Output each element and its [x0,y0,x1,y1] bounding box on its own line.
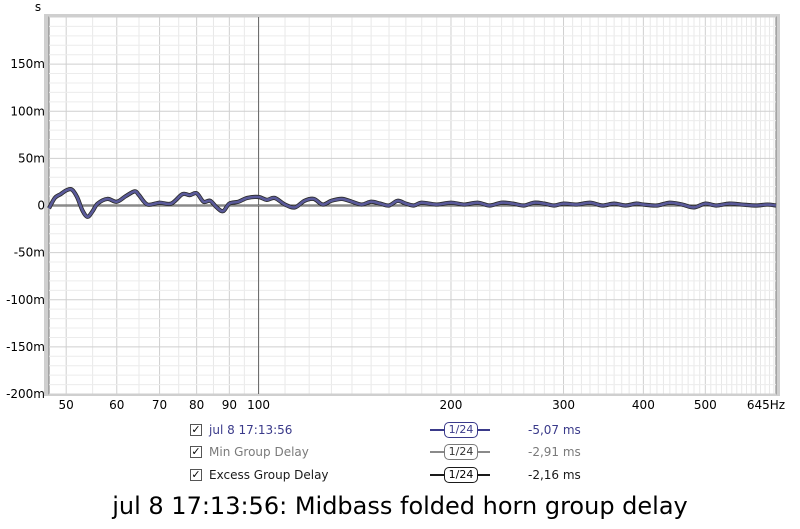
cursor-value: -5,07 ms [528,423,581,437]
y-tick-label: -100m [6,293,45,307]
y-tick-label: -200m [6,387,45,401]
chart-title: jul 8 17:13:56: Midbass folded horn grou… [112,492,688,520]
x-tick-label: 60 [109,398,124,412]
x-tick-label: 50 [59,398,74,412]
legend-label: jul 8 17:13:56 [209,423,293,437]
legend-label: Min Group Delay [209,445,309,459]
legend: ✓ jul 8 17:13:56 1/24 -5,07 ms ✓ Min Gro… [0,420,800,490]
checkbox-measurement[interactable]: ✓ [190,423,202,436]
smoothing-button[interactable]: 1/24 [430,444,490,460]
x-tick-label: 400 [632,398,655,412]
x-tick-label: 80 [189,398,204,412]
smoothing-button[interactable]: 1/24 [430,422,490,438]
cursor-value: -2,91 ms [528,445,581,459]
y-tick-label: 100m [10,104,45,118]
y-tick-labels: 150m 100m 50m 0 -50m -100m -150m -200m [6,57,45,401]
checkbox-excess-group-delay[interactable]: ✓ [190,468,202,481]
x-tick-label: 645Hz [747,398,785,412]
legend-label: Excess Group Delay [209,468,329,482]
y-tick-label: 50m [18,151,45,165]
x-tick-label: 500 [694,398,717,412]
x-tick-label: 300 [552,398,575,412]
y-tick-label: 150m [10,57,45,71]
x-tick-labels: 50 60 70 80 90 100 200 300 400 500 645Hz [59,398,786,412]
smoothing-label: 1/24 [444,444,478,460]
cursor-value: -2,16 ms [528,468,581,482]
y-tick-label: 0 [37,199,45,213]
x-tick-label: 70 [152,398,167,412]
checkbox-min-group-delay[interactable]: ✓ [190,445,202,458]
smoothing-label: 1/24 [444,467,478,483]
x-tick-label: 90 [222,398,237,412]
series-line-measurement [47,187,777,219]
y-tick-label: -50m [14,246,45,260]
group-delay-chart[interactable]: 150m 100m 50m 0 -50m -100m -150m -200m 50 60 70 80… [0,0,800,420]
series-lines [47,186,777,219]
x-tick-label: 100 [247,398,270,412]
smoothing-label: 1/24 [444,422,478,438]
smoothing-button[interactable]: 1/24 [430,467,490,483]
y-tick-label: -150m [6,340,45,354]
x-tick-label: 200 [440,398,463,412]
y-unit-label: s [35,0,41,14]
